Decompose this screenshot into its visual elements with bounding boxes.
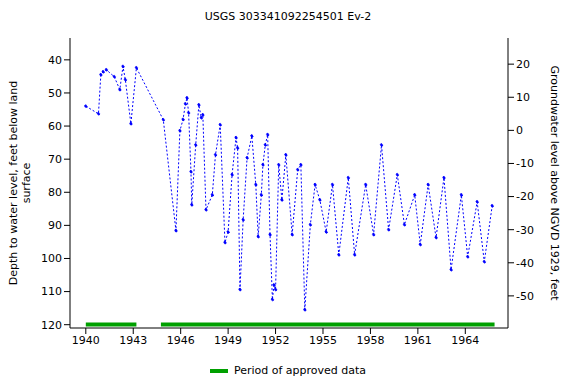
svg-text:50: 50 bbox=[48, 87, 62, 100]
svg-text:0: 0 bbox=[516, 124, 523, 137]
svg-text:70: 70 bbox=[48, 153, 62, 166]
svg-text:-50: -50 bbox=[516, 290, 534, 303]
svg-text:Depth to water level, feet bel: Depth to water level, feet below land bbox=[8, 81, 20, 286]
svg-text:90: 90 bbox=[48, 219, 62, 232]
svg-text:80: 80 bbox=[48, 186, 62, 199]
html-text:Period of approved data: Period of approved data bbox=[233, 364, 367, 377]
svg-text:-20: -20 bbox=[516, 190, 534, 203]
svg-text:60: 60 bbox=[48, 120, 62, 133]
svg-text:1964: 1964 bbox=[451, 334, 479, 347]
svg-text:-10: -10 bbox=[516, 157, 534, 170]
svg-text:1949: 1949 bbox=[214, 334, 242, 347]
svg-text:1958: 1958 bbox=[356, 334, 384, 347]
svg-text:1946: 1946 bbox=[167, 334, 195, 347]
svg-text:120: 120 bbox=[41, 319, 62, 332]
svg-text:1955: 1955 bbox=[309, 334, 337, 347]
svg-text:100: 100 bbox=[41, 252, 62, 265]
svg-text:1961: 1961 bbox=[404, 334, 432, 347]
svg-text:40: 40 bbox=[48, 54, 62, 67]
svg-text:-40: -40 bbox=[516, 257, 534, 270]
svg-text:10: 10 bbox=[516, 91, 530, 104]
svg-text:-30: -30 bbox=[516, 224, 534, 237]
svg-text:surface: surface bbox=[20, 162, 33, 203]
svg-text:110: 110 bbox=[41, 285, 62, 298]
svg-text:1940: 1940 bbox=[72, 334, 100, 347]
svg-text:Groundwater level above NGVD 1: Groundwater level above NGVD 1929, feet bbox=[548, 65, 561, 301]
svg-text:1943: 1943 bbox=[119, 334, 147, 347]
svg-text:1952: 1952 bbox=[262, 334, 290, 347]
svg-text:20: 20 bbox=[516, 58, 530, 71]
html-text:USGS 303341092254501 Ev-2: USGS 303341092254501 Ev-2 bbox=[204, 10, 372, 23]
